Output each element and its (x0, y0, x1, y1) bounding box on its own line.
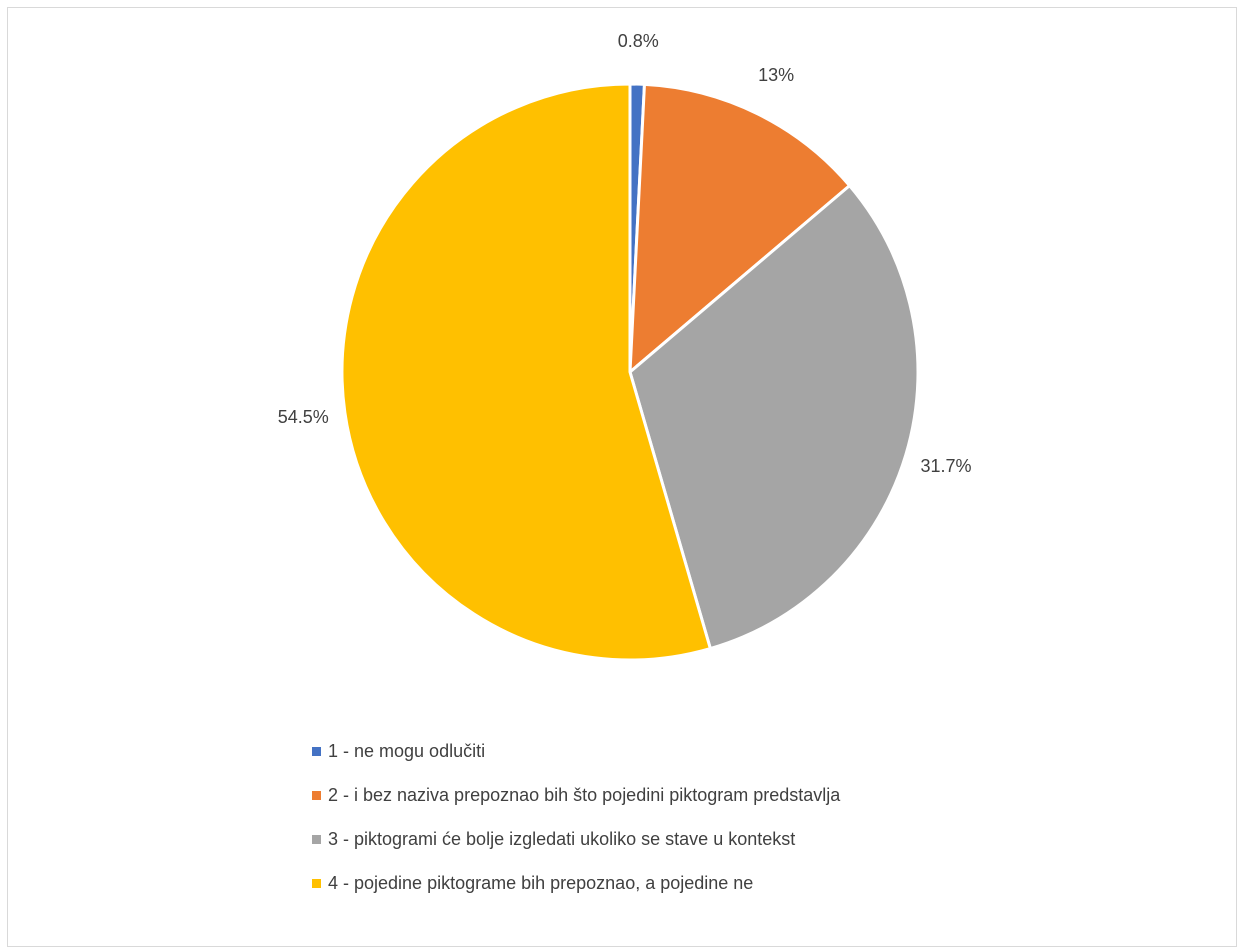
legend-swatch-3 (312, 834, 321, 844)
pie-data-labels: 0.8% 13% 31.7% 54.5% (278, 31, 972, 476)
pie-slices (340, 82, 920, 662)
data-label-2: 13% (758, 65, 794, 85)
legend-swatch-1 (312, 746, 321, 756)
pie-slice-2 (628, 82, 852, 374)
pie-slice-4 (340, 82, 712, 662)
legend-swatch-2 (312, 790, 321, 800)
legend-swatch-4 (312, 878, 321, 888)
chart-legend: 1 - ne mogu odlučiti 2 - i bez naziva pr… (312, 740, 840, 916)
legend-label-4: 4 - pojedine piktograme bih prepoznao, a… (328, 872, 754, 893)
legend-label-3: 3 - piktogrami će bolje izgledati ukolik… (328, 828, 796, 849)
legend-item-3: 3 - piktogrami će bolje izgledati ukolik… (312, 828, 840, 850)
legend-item-2: 2 - i bez naziva prepoznao bih što pojed… (312, 784, 840, 806)
data-label-4: 54.5% (278, 407, 329, 427)
pie-slice-3 (628, 184, 920, 651)
data-label-1: 0.8% (618, 31, 659, 51)
legend-label-2: 2 - i bez naziva prepoznao bih što pojed… (328, 784, 841, 805)
legend-item-1: 1 - ne mogu odlučiti (312, 740, 840, 762)
pie-chart: 0.8% 13% 31.7% 54.5% (278, 31, 972, 662)
legend-item-4: 4 - pojedine piktograme bih prepoznao, a… (312, 872, 840, 894)
legend-label-1: 1 - ne mogu odlučiti (328, 740, 486, 761)
data-label-3: 31.7% (920, 456, 971, 476)
